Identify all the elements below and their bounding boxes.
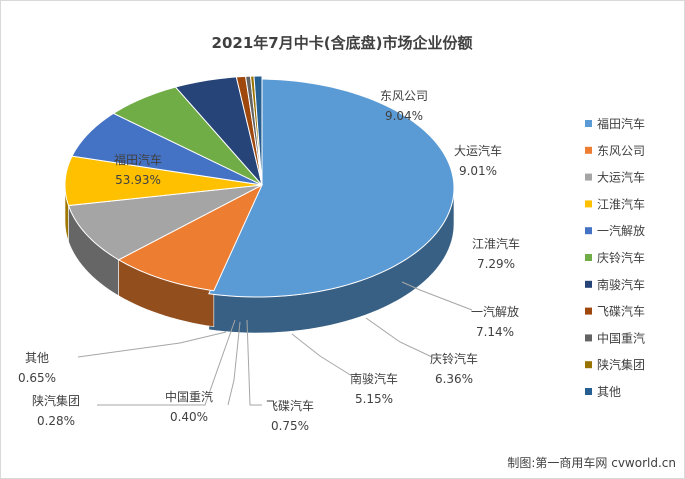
leader-line-5 <box>401 281 473 311</box>
pie-slice-5 <box>71 112 263 186</box>
data-label-value-8: 0.75% <box>271 419 309 433</box>
data-label-value-11: 0.65% <box>18 371 56 385</box>
pie-slice-1 <box>208 78 455 298</box>
legend-label-1: 福田汽车 <box>597 116 645 131</box>
legend-swatch-3 <box>585 173 592 181</box>
legend-swatch-7 <box>585 280 592 288</box>
legend-swatch-8 <box>585 307 592 315</box>
leader-line-6 <box>365 317 433 358</box>
pie-slices <box>64 75 455 334</box>
credit-text: 制图:第一商用车网 cvworld.cn <box>507 455 676 470</box>
legend-label-11: 其他 <box>597 385 621 399</box>
data-label-value-4: 7.29% <box>477 257 515 271</box>
leader-line-10 <box>97 319 236 406</box>
pie-slice-2 <box>117 183 264 292</box>
leader-lines <box>77 281 473 406</box>
data-label-name-7: 南骏汽车 <box>350 371 398 386</box>
legend-swatch-10 <box>585 361 592 369</box>
data-label-name-10: 陕汽集团 <box>32 393 80 408</box>
legend-label-2: 东风公司 <box>597 144 645 158</box>
pie-slice-11 <box>253 75 263 186</box>
data-label-value-3: 9.01% <box>459 164 497 178</box>
data-label-value-1: 53.93% <box>115 173 161 187</box>
legend-label-4: 江淮汽车 <box>597 196 645 211</box>
data-label-name-11: 其他 <box>25 351 49 365</box>
leader-line-7 <box>291 333 353 377</box>
legend-label-7: 南骏汽车 <box>597 277 645 292</box>
legend-swatch-5 <box>585 227 592 235</box>
data-label-name-1: 福田汽车 <box>114 152 162 167</box>
data-label-name-5: 一汽解放 <box>471 304 519 319</box>
data-label-name-2: 东风公司 <box>380 89 428 103</box>
legend-label-8: 飞碟汽车 <box>597 304 645 319</box>
pie-slice-4 <box>64 155 263 207</box>
data-label-name-3: 大运汽车 <box>454 143 502 158</box>
legend-swatch-9 <box>585 334 592 342</box>
chart-title: 2021年7月中卡(含底盘)市场企业份额 <box>212 34 473 52</box>
data-label-value-6: 6.36% <box>435 372 473 386</box>
leader-line-8 <box>246 319 262 406</box>
legend-label-5: 一汽解放 <box>597 223 645 238</box>
data-label-value-9: 0.40% <box>170 410 208 424</box>
legend-label-6: 庆铃汽车 <box>597 250 645 265</box>
legend-label-10: 陕汽集团 <box>597 357 645 372</box>
pie-slice-7 <box>174 76 263 186</box>
data-label-value-5: 7.14% <box>476 325 514 339</box>
pie-slice-3 <box>67 184 263 261</box>
leader-line-9 <box>227 321 241 406</box>
leader-line-11 <box>77 331 227 358</box>
legend-swatch-11 <box>585 388 592 395</box>
data-label-value-10: 0.28% <box>37 414 75 428</box>
data-label-value-2: 9.04% <box>385 109 423 123</box>
legend-swatch-4 <box>585 200 592 208</box>
data-label-name-4: 江淮汽车 <box>472 236 520 251</box>
data-label-name-6: 庆铃汽车 <box>430 351 478 366</box>
legend-label-3: 大运汽车 <box>597 170 645 185</box>
legend-swatch-2 <box>585 146 592 154</box>
data-label-name-8: 飞碟汽车 <box>266 398 314 413</box>
data-labels: 福田汽车 53.93% 东风公司 9.04% 大运汽车 9.01% 江淮汽车 7.29% 一汽解… <box>18 89 520 433</box>
legend-swatch-6 <box>585 254 592 261</box>
data-label-value-7: 5.15% <box>355 392 393 406</box>
pie-slice-6 <box>112 86 263 186</box>
legend-swatch-1 <box>585 120 592 127</box>
legend: 福田汽车东风公司大运汽车江淮汽车一汽解放庆铃汽车南骏汽车飞碟汽车中国重汽陕汽集团… <box>585 116 645 399</box>
legend-label-9: 中国重汽 <box>597 330 645 345</box>
data-label-name-9: 中国重汽 <box>165 389 213 404</box>
